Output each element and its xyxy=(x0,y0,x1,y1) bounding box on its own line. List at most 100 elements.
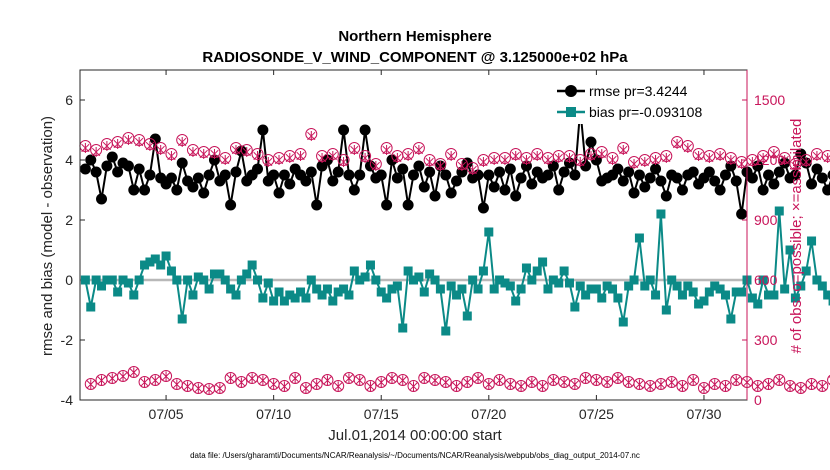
rmse-point xyxy=(639,181,651,193)
y-axis-label: rmse and bias (model - observation) xyxy=(39,116,56,356)
rmse-point xyxy=(327,175,339,187)
rmse-point xyxy=(746,172,758,184)
y-tick-label: 4 xyxy=(65,152,73,168)
chart-title: Northern Hemisphere xyxy=(338,28,491,45)
assimilated-obs-point xyxy=(818,381,827,392)
possible-obs-point xyxy=(299,382,312,394)
rmse-point xyxy=(504,163,516,175)
assimilated-obs-point xyxy=(172,379,181,390)
bias-point xyxy=(667,275,677,285)
rmse-point xyxy=(101,160,113,172)
rmse-point xyxy=(526,178,538,190)
assimilated-obs-point xyxy=(608,155,617,165)
series-bias xyxy=(80,206,830,336)
footnote: data file: /Users/gharamti/Documents/NCA… xyxy=(190,451,640,460)
y-tick-label: -2 xyxy=(61,332,74,348)
rmse-point xyxy=(445,187,457,199)
assimilated-obs-point xyxy=(360,153,370,163)
assimilated-obs-point xyxy=(285,153,294,163)
x-tick-label: 07/20 xyxy=(471,406,506,422)
assimilated-obs-point xyxy=(619,145,628,155)
assimilated-obs-point xyxy=(484,379,493,390)
x-tick-label: 07/30 xyxy=(686,406,721,422)
legend-bias-marker xyxy=(566,107,576,117)
rmse-point xyxy=(580,160,592,172)
rmse-point xyxy=(827,170,830,180)
bias-point xyxy=(661,305,671,315)
bias-point xyxy=(263,278,273,288)
assimilated-obs-point xyxy=(662,153,671,163)
bias-point xyxy=(774,206,784,216)
assimilated-obs-point xyxy=(694,151,703,161)
possible-obs-point xyxy=(773,374,786,386)
bias-point xyxy=(317,290,327,300)
rmse-point xyxy=(558,166,570,178)
bias-point xyxy=(253,275,263,285)
rmse-point xyxy=(278,169,290,181)
possible-obs-point xyxy=(687,374,700,386)
rmse-point xyxy=(348,184,360,196)
bias-point xyxy=(156,260,166,270)
rmse-point xyxy=(133,163,145,175)
bias-point xyxy=(231,290,241,300)
assimilated-obs-point xyxy=(97,375,106,386)
bias-point xyxy=(769,290,779,300)
assimilated-obs-point xyxy=(436,161,445,171)
bias-point xyxy=(220,275,230,285)
rmse-point xyxy=(633,169,645,181)
bias-point xyxy=(699,296,709,306)
bias-point xyxy=(91,275,101,285)
assimilated-obs-point xyxy=(129,367,138,378)
bias-point xyxy=(715,284,725,294)
x-tick-label: 07/10 xyxy=(256,406,291,422)
rmse-point xyxy=(687,166,699,178)
possible-obs-point xyxy=(213,382,226,394)
y2-tick-label: 1500 xyxy=(754,92,785,108)
assimilated-obs-point xyxy=(430,375,440,386)
bias-point xyxy=(500,278,510,288)
assimilated-obs-point xyxy=(452,381,461,392)
assimilated-obs-point xyxy=(554,153,563,163)
bias-point xyxy=(737,287,747,297)
assimilated-obs-point xyxy=(253,151,262,161)
bias-point xyxy=(166,266,176,276)
bias-point xyxy=(710,281,720,291)
bias-point xyxy=(812,275,822,285)
rmse-point xyxy=(585,136,597,148)
assimilated-obs-point xyxy=(414,145,424,155)
rmse-point xyxy=(257,124,269,136)
assimilated-obs-point xyxy=(247,373,257,384)
bias-point xyxy=(403,266,413,276)
bias-point xyxy=(285,290,295,300)
bias-point xyxy=(527,275,537,285)
assimilated-obs-point xyxy=(108,373,117,384)
bias-point xyxy=(409,275,418,285)
bias-point xyxy=(683,281,693,291)
bias-point xyxy=(355,275,365,285)
rmse-point xyxy=(806,178,818,190)
y-tick-label: 6 xyxy=(65,92,73,108)
assimilated-obs-point xyxy=(409,381,418,392)
possible-obs-point xyxy=(536,380,549,392)
rmse-point xyxy=(763,169,775,181)
rmse-point xyxy=(773,166,785,178)
rmse-point xyxy=(510,190,522,202)
assimilated-obs-point xyxy=(543,155,553,165)
assimilated-obs-point xyxy=(140,377,149,388)
bias-point xyxy=(462,311,472,321)
possible-obs-point xyxy=(407,380,420,392)
rmse-point xyxy=(332,166,344,178)
bias-point xyxy=(102,275,112,285)
rmse-point xyxy=(165,172,177,184)
assimilated-obs-point xyxy=(802,157,811,167)
data-marks xyxy=(79,103,830,395)
assimilated-obs-point xyxy=(258,375,268,386)
assimilated-obs-point xyxy=(672,139,682,149)
rmse-point xyxy=(623,166,635,178)
bias-point xyxy=(677,290,687,300)
bias-point xyxy=(183,275,193,285)
assimilated-obs-point xyxy=(264,157,273,167)
assimilated-obs-point xyxy=(317,153,327,163)
bias-point xyxy=(414,272,424,282)
